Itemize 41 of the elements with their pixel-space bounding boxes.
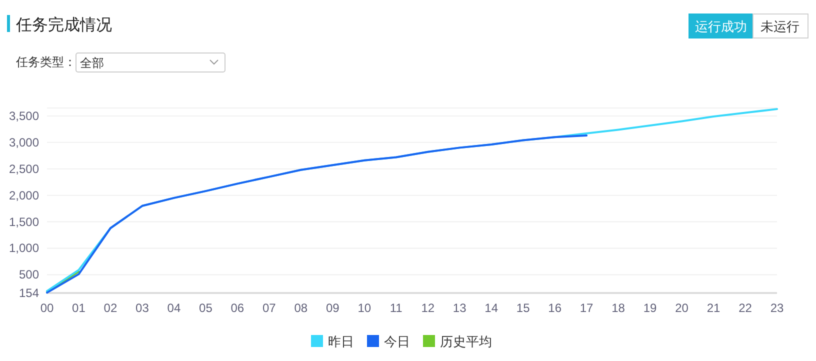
line-series — [46, 134, 588, 294]
y-tick-label: 2,000 — [8, 188, 40, 202]
y-tick-label: 1,500 — [8, 214, 40, 229]
x-tick-label: 16 — [548, 301, 562, 315]
x-tick-label: 06 — [230, 301, 244, 315]
x-tick-label: 14 — [484, 301, 498, 315]
chart-title: 任务完成情况 — [15, 16, 112, 34]
x-tick-label: 01 — [72, 301, 86, 315]
legend-label: 历史平均 — [440, 334, 492, 349]
x-tick-label: 12 — [421, 301, 435, 315]
x-tick-label: 19 — [643, 301, 658, 315]
text: 未运行 — [760, 19, 800, 34]
x-tick-label: 18 — [612, 301, 626, 315]
y-tick-label: 2,500 — [8, 162, 40, 176]
text: 运行成功 — [695, 19, 747, 34]
y-tick-label: 3,500 — [8, 108, 40, 123]
x-tick-label: 05 — [199, 301, 213, 315]
y-tick-label: 154 — [18, 286, 40, 300]
x-tick-label: 13 — [452, 301, 467, 315]
x-tick-label: 08 — [294, 301, 308, 315]
text: 任务类型： — [15, 55, 76, 69]
x-tick-label: 00 — [40, 301, 54, 315]
x-tick-label: 09 — [326, 301, 340, 315]
legend-label: 今日 — [384, 334, 410, 349]
x-tick-label: 22 — [738, 301, 752, 315]
x-tick-label: 21 — [706, 301, 721, 315]
x-tick-label: 10 — [358, 301, 372, 315]
x-tick-label: 17 — [580, 301, 594, 315]
x-tick-label: 07 — [262, 301, 276, 315]
x-tick-label: 02 — [104, 301, 118, 315]
y-tick-label: 500 — [18, 268, 40, 282]
x-tick-label: 23 — [770, 301, 784, 315]
x-tick-label: 11 — [390, 301, 403, 315]
x-tick-label: 20 — [675, 301, 689, 315]
x-tick-label: 03 — [136, 301, 150, 315]
x-tick-label: 15 — [516, 301, 530, 315]
legend-label: 昨日 — [328, 334, 354, 349]
x-tick-label: 04 — [167, 301, 181, 315]
y-tick-label: 3,000 — [8, 135, 40, 150]
y-tick-label: 1,000 — [8, 241, 40, 256]
text: 全部 — [80, 56, 104, 70]
